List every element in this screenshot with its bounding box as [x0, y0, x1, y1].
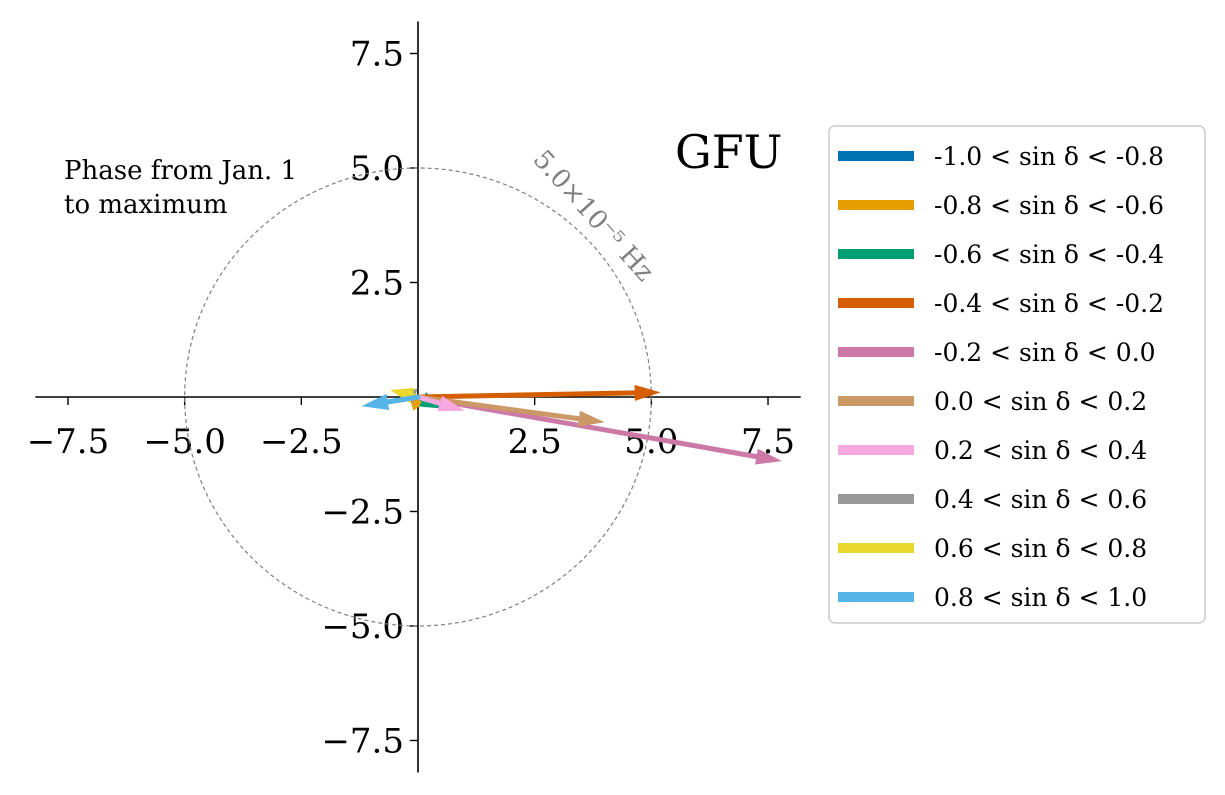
arrow-head — [755, 448, 783, 465]
legend-label: -1.0 < sin δ < -0.8 — [934, 142, 1164, 171]
arrow-head — [437, 395, 465, 412]
arrows — [361, 384, 783, 465]
arrow-head — [634, 384, 661, 401]
y-tick-label: 7.5 — [350, 35, 404, 75]
legend-label: -0.2 < sin δ < 0.0 — [934, 338, 1156, 367]
arrow-shaft — [415, 394, 443, 406]
annotation-line-2: to maximum — [64, 190, 228, 220]
legend-label: 0.4 < sin δ < 0.6 — [934, 485, 1147, 514]
arrow — [415, 394, 783, 465]
arrow-head — [577, 410, 605, 427]
annotation-line-1: Phase from Jan. 1 — [64, 156, 297, 186]
legend-label: -0.8 < sin δ < -0.6 — [934, 191, 1164, 220]
circle-label: 5.0×10⁻⁵ Hz — [527, 145, 660, 288]
legend-label: 0.6 < sin δ < 0.8 — [934, 534, 1147, 563]
x-tick-label: −7.5 — [27, 422, 110, 462]
x-tick-label: −5.0 — [143, 422, 226, 462]
y-tick-label: −7.5 — [321, 722, 404, 762]
y-tick-label: 2.5 — [350, 264, 404, 304]
legend-label: 0.8 < sin δ < 1.0 — [934, 583, 1147, 612]
arrow — [361, 394, 421, 410]
legend-label: 0.0 < sin δ < 0.2 — [934, 387, 1147, 416]
circle-path — [184, 167, 652, 627]
arrow-shaft — [415, 390, 638, 400]
legend-frame — [828, 125, 1206, 624]
arrow — [415, 394, 465, 412]
legend-label: 0.2 < sin δ < 0.4 — [934, 436, 1147, 465]
reference-circle — [184, 167, 652, 627]
annotations: Phase from Jan. 1 to maximum GFU 5.0×10⁻… — [64, 125, 782, 287]
arrow-shaft — [385, 394, 421, 405]
legend-label: -0.4 < sin δ < -0.2 — [934, 289, 1164, 318]
y-tick-label: −5.0 — [321, 607, 404, 647]
axes: −7.5 −5.0 −2.5 2.5 5.0 7.57.55.02.5−2.5−5.0−7… — [27, 21, 801, 773]
legend-label: -0.6 < sin δ < -0.4 — [934, 240, 1164, 269]
arrow-head — [361, 394, 389, 410]
y-tick-label: −2.5 — [321, 493, 404, 533]
legend: -1.0 < sin δ < -0.8 -0.8 < sin δ < -0.6 -0… — [828, 125, 1206, 624]
arrow — [415, 384, 661, 401]
panel-label: GFU — [675, 125, 782, 179]
x-tick-label: 2.5 — [508, 422, 562, 462]
x-tick-label: −2.5 — [260, 422, 343, 462]
